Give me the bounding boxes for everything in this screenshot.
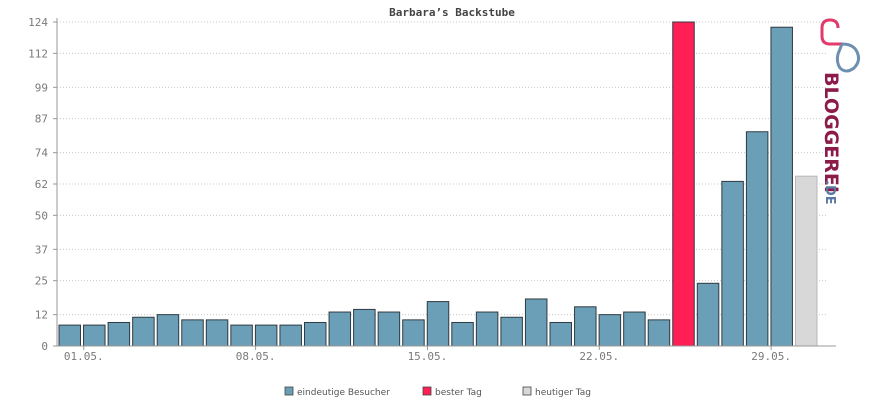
- x-tick-label: 01.05.: [64, 350, 104, 363]
- bar: [524, 298, 548, 347]
- bar: [745, 131, 769, 347]
- bloggerei-logo: BLOGGEREI .DE: [820, 18, 861, 205]
- y-tick-label: 87: [35, 113, 48, 126]
- y-tick-label: 99: [35, 81, 48, 94]
- y-tick-label: 62: [35, 178, 48, 191]
- bar: [181, 319, 204, 347]
- bar: [475, 311, 499, 347]
- bar: [721, 180, 744, 347]
- legend-label: eindeutige Besucher: [297, 388, 390, 398]
- y-tick-label: 25: [35, 275, 48, 288]
- bar: [574, 306, 597, 347]
- bar: [549, 321, 572, 347]
- bar: [279, 324, 302, 347]
- brand-suffix: .DE: [822, 180, 837, 205]
- legend: eindeutige Besucher bester Tag heutiger Ta…: [284, 386, 591, 398]
- bar: [304, 321, 327, 347]
- legend-item-today: heutiger Tag: [522, 386, 591, 398]
- bar: [328, 311, 352, 347]
- legend-label: heutiger Tag: [535, 388, 591, 398]
- bar: [647, 319, 671, 347]
- bar: [451, 321, 474, 347]
- y-tick-label: 74: [35, 147, 49, 160]
- bar: [353, 308, 376, 347]
- x-tick-label: 15.05.: [408, 350, 448, 363]
- bar: [132, 316, 155, 347]
- axes: [56, 18, 836, 347]
- y-tick-label: 12: [35, 309, 48, 322]
- y-tick-label: 37: [35, 243, 48, 256]
- legend-item-visitors: eindeutige Besucher: [284, 386, 390, 398]
- x-axis-ticks: 01.05. 08.05. 15.05. 22.05. 29.05.: [64, 346, 791, 363]
- legend-swatch: [284, 386, 294, 396]
- bar: [205, 319, 229, 347]
- chart-title: Barbara’s Backstube: [389, 6, 515, 19]
- bar: [623, 311, 646, 347]
- bar-best-day: [672, 21, 695, 347]
- legend-swatch: [522, 386, 532, 396]
- bar: [254, 324, 278, 347]
- y-tick-label: 0: [41, 340, 48, 353]
- y-tick-label: 50: [35, 209, 48, 222]
- y-tick-label: 112: [28, 47, 48, 60]
- bar: [230, 324, 253, 347]
- bar: [598, 314, 622, 347]
- x-tick-label: 08.05.: [236, 350, 276, 363]
- x-tick-label: 22.05.: [579, 350, 619, 363]
- bar: [696, 282, 720, 347]
- bar: [58, 324, 81, 347]
- bar: [426, 301, 450, 347]
- legend-swatch: [422, 386, 432, 396]
- bar: [156, 314, 180, 347]
- legend-item-best: bester Tag: [422, 386, 482, 398]
- bar: [377, 311, 401, 347]
- y-axis-ticks: 0 12 25 37 50 62 74 87 99 112 124: [28, 16, 57, 353]
- bar: [107, 321, 131, 347]
- brand-name: BLOGGEREI: [820, 72, 842, 193]
- bar: [402, 319, 425, 347]
- bars: [58, 21, 818, 347]
- x-tick-label: 29.05.: [751, 350, 791, 363]
- bloggerei-logo-icon: [820, 18, 861, 73]
- bar: [770, 26, 793, 347]
- bar-today: [795, 175, 818, 347]
- y-tick-label: 124: [28, 16, 48, 29]
- bar: [500, 316, 523, 347]
- legend-label: bester Tag: [435, 388, 482, 398]
- bar: [83, 324, 106, 347]
- grid-lines: [57, 21, 828, 316]
